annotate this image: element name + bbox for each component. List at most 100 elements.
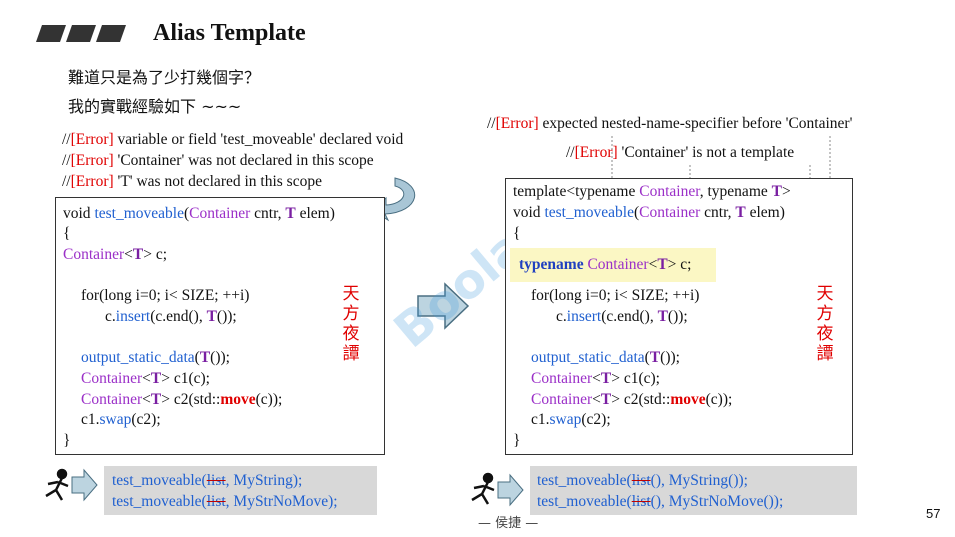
code-line: } xyxy=(513,432,520,450)
code-line: //[Error] variable or field 'test_moveab… xyxy=(62,131,403,149)
code-token: T xyxy=(132,246,144,263)
intro-line: 難道只是為了少打幾個字？ xyxy=(68,68,261,87)
code-token: , typename xyxy=(699,183,772,200)
code-token: typename xyxy=(519,256,588,273)
code-box xyxy=(505,178,853,455)
code-token: test_moveable( xyxy=(112,493,207,510)
code-token: swap xyxy=(99,411,132,428)
code-line: //[Error] 'Container' was not declared i… xyxy=(62,152,374,170)
code-token: 'T' was not declared in this scope xyxy=(113,173,322,190)
code-token: c1. xyxy=(531,411,550,428)
code-token: move xyxy=(220,391,256,408)
code-token: Container xyxy=(531,391,593,408)
code-line: //[Error] expected nested-name-specifier… xyxy=(487,115,852,133)
code-token: T xyxy=(600,391,612,408)
code-token: 'Container' is not a template xyxy=(617,144,795,161)
code-token: < xyxy=(592,391,601,408)
code-token: > c; xyxy=(667,256,692,273)
code-token: elem) xyxy=(295,205,335,222)
code-token: T xyxy=(285,205,296,222)
code-token: > c1(c); xyxy=(611,370,660,387)
code-token: [Error] xyxy=(70,173,114,190)
code-line: test_moveable(list, MyStrNoMove); xyxy=(112,493,338,511)
code-token: void xyxy=(513,204,545,221)
code-token: < xyxy=(592,370,601,387)
code-token: [Error] xyxy=(495,115,539,132)
code-line: Container<T> c2(std::move(c)); xyxy=(531,391,732,409)
code-line: } xyxy=(63,432,70,450)
code-token: test_moveable xyxy=(544,204,634,221)
code-token: list xyxy=(206,472,226,489)
code-line: for(long i=0; i< SIZE; ++i) xyxy=(81,287,249,305)
code-token: template<typename xyxy=(513,183,640,200)
code-token: // xyxy=(62,131,71,148)
code-token: } xyxy=(63,432,71,449)
code-token: < xyxy=(142,370,151,387)
code-line: for(long i=0; i< SIZE; ++i) xyxy=(531,287,699,305)
code-line: typename Container<T> c; xyxy=(519,256,691,274)
code-token: Container xyxy=(189,205,251,222)
code-token: cntr, xyxy=(250,205,286,222)
code-token: ()); xyxy=(210,349,230,366)
code-token: [Error] xyxy=(574,144,618,161)
code-token: cntr, xyxy=(700,204,736,221)
code-token: , MyString); xyxy=(225,472,303,489)
code-line: Container<T> c2(std::move(c)); xyxy=(81,391,282,409)
code-line: //[Error] 'T' was not declared in this s… xyxy=(62,173,322,191)
code-token: 'Container' was not declared in this sco… xyxy=(113,152,374,169)
code-token: ()); xyxy=(660,349,680,366)
code-token: ()); xyxy=(216,308,237,325)
code-token: } xyxy=(513,432,521,449)
code-token: T xyxy=(150,370,162,387)
code-line: output_static_data(T()); xyxy=(81,349,230,367)
code-line: test_moveable(list(), MyString()); xyxy=(537,472,748,490)
code-token: ()); xyxy=(667,308,688,325)
code-token: ( xyxy=(183,205,190,222)
code-line: template<typename Container, typename T> xyxy=(513,183,791,201)
code-token: output_static_data xyxy=(531,349,645,366)
code-token: Container xyxy=(63,246,125,263)
code-token: ( xyxy=(644,349,650,366)
code-token: c. xyxy=(556,308,567,325)
code-line: c1.swap(c2); xyxy=(81,411,161,429)
code-line: c.insert(c.end(), T()); xyxy=(105,308,237,326)
code-token: insert xyxy=(566,308,602,325)
code-token: test_moveable( xyxy=(112,472,207,489)
code-line: void test_moveable(Container cntr, T ele… xyxy=(63,205,335,223)
code-token: T xyxy=(150,391,162,408)
code-token: // xyxy=(62,152,71,169)
code-token: Container xyxy=(587,256,649,273)
code-token: < xyxy=(124,246,133,263)
code-token: (c)); xyxy=(255,391,283,408)
code-token: Container xyxy=(639,183,700,200)
code-token: // xyxy=(487,115,496,132)
call-box xyxy=(530,466,857,515)
code-token: (), MyStrNoMove()); xyxy=(650,493,784,510)
remark: 天方夜譚 xyxy=(816,284,834,364)
code-token: Container xyxy=(81,370,143,387)
intro-line: 我的實戰經驗如下 ~~~ xyxy=(68,97,242,116)
code-line: { xyxy=(513,225,520,243)
code-token: c. xyxy=(105,308,116,325)
code-token: (c.end(), xyxy=(150,308,207,325)
code-token: > c2(std:: xyxy=(161,391,221,408)
code-token: [Error] xyxy=(70,131,114,148)
code-token: list xyxy=(206,493,226,510)
code-token: T xyxy=(657,308,668,325)
code-line: void test_moveable(Container cntr, T ele… xyxy=(513,204,785,222)
code-token: Container xyxy=(531,370,593,387)
code-token: ( xyxy=(194,349,200,366)
code-token: ( xyxy=(633,204,640,221)
code-token: { xyxy=(63,225,71,242)
code-line: Container<T> c1(c); xyxy=(81,370,210,388)
code-token: T xyxy=(600,370,612,387)
code-token: [Error] xyxy=(70,152,114,169)
code-token: T xyxy=(206,308,217,325)
call-box xyxy=(104,466,377,515)
code-token: variable or field 'test_moveable' declar… xyxy=(113,131,404,148)
code-line: { xyxy=(63,225,70,243)
code-token: < xyxy=(648,256,658,273)
code-token: test_moveable( xyxy=(537,472,632,489)
code-token: list xyxy=(631,472,651,489)
